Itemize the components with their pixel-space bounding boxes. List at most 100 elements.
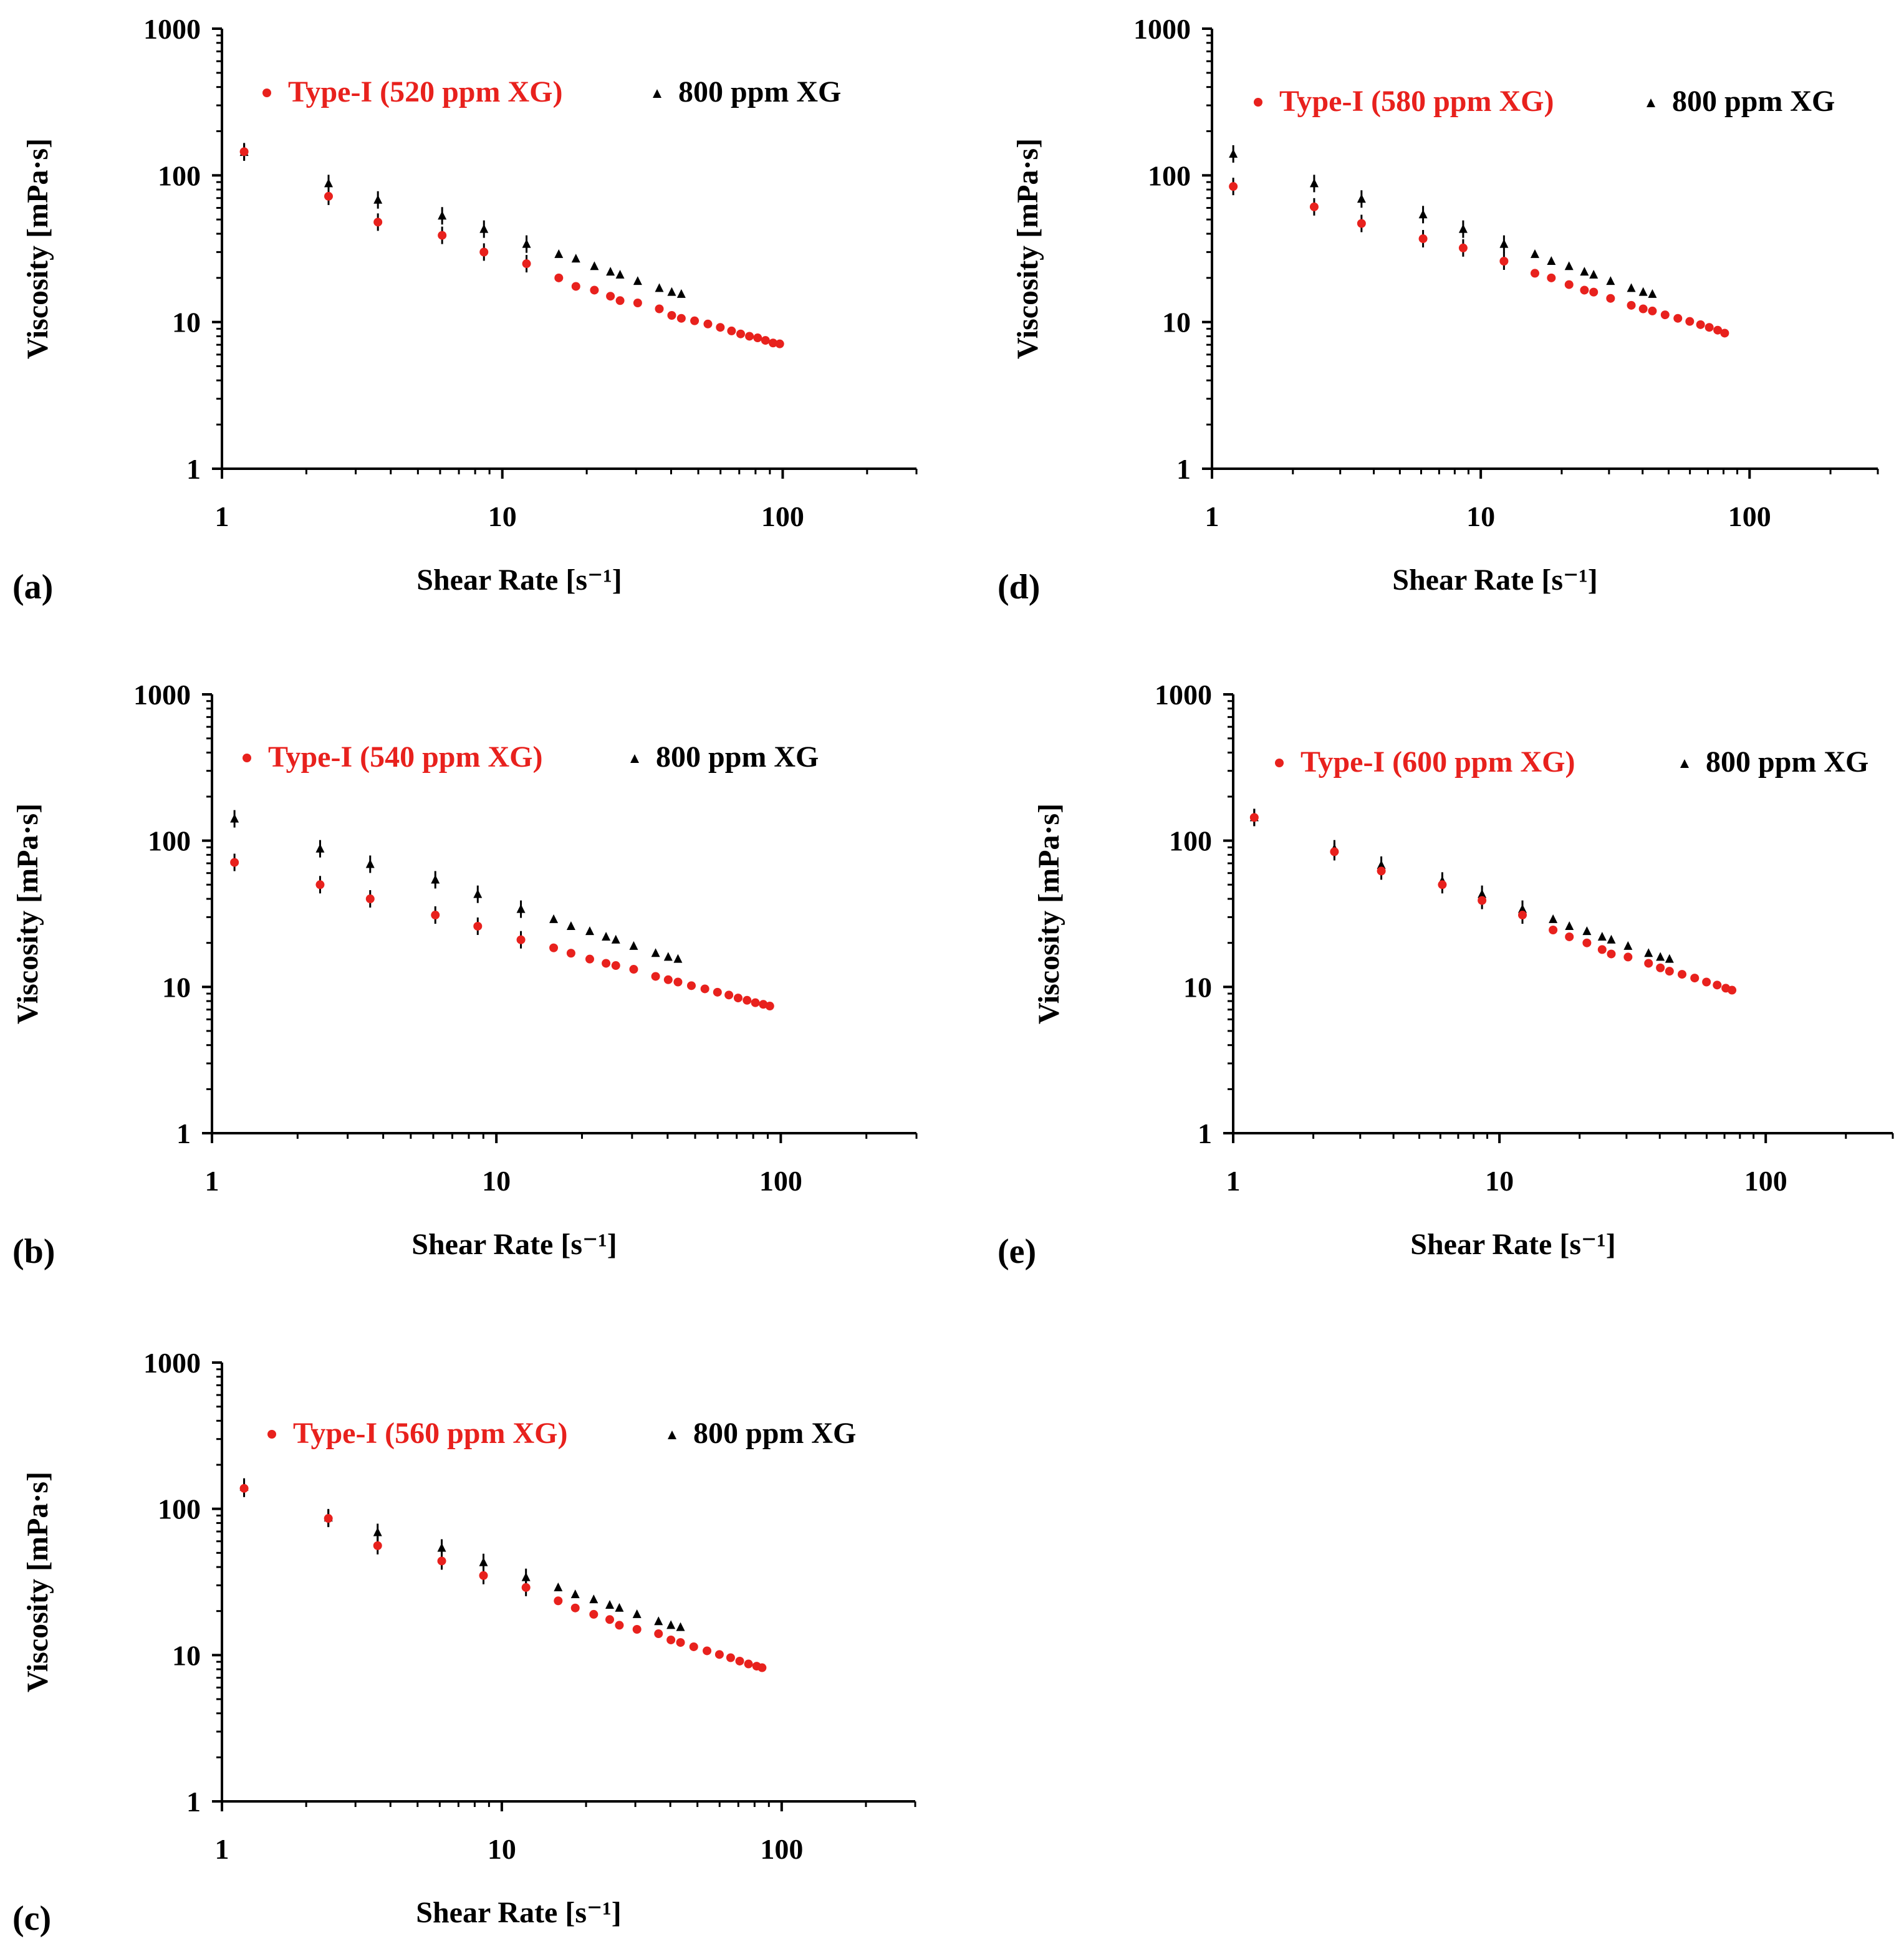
- reference-point: [516, 904, 526, 913]
- type1-point: [745, 332, 754, 341]
- reference-point: [365, 859, 375, 868]
- legend: Type-I (600 ppm XG) 800 ppm XG: [1275, 745, 1868, 779]
- type1-point: [438, 231, 447, 240]
- x-axis-title: Shear Rate [s⁻¹]: [416, 1896, 621, 1929]
- panels: 1 10 100 1000 1 10 100 Shear Rate [s⁻¹] Viscosit…: [11, 13, 1894, 1938]
- type1-point: [373, 218, 383, 227]
- chart-panel-c: 1 10 100 1000 1 10 100 Shear Rate [s⁻¹] Viscosit…: [12, 1347, 916, 1938]
- reference-point: [1499, 239, 1509, 248]
- type1-point: [1249, 813, 1259, 822]
- type1-point: [1607, 949, 1616, 959]
- legend-label-type1: Type-I (540 ppm XG): [268, 740, 542, 774]
- y-tick-label: 1: [186, 1786, 201, 1818]
- reference-point: [566, 921, 575, 930]
- reference-point: [654, 1616, 663, 1626]
- reference-series: [1229, 145, 1657, 298]
- type1-point: [606, 292, 615, 301]
- reference-point: [1582, 926, 1592, 936]
- type1-point: [365, 894, 375, 904]
- type1-point: [615, 1621, 624, 1630]
- type1-point: [735, 1656, 744, 1665]
- type1-point: [1565, 932, 1574, 941]
- legend-label-reference: 800 ppm XG: [1706, 745, 1868, 779]
- reference-point: [522, 239, 531, 248]
- y-tick-label: 1000: [133, 679, 191, 711]
- type1-point: [727, 326, 736, 335]
- reference-point: [1564, 261, 1574, 271]
- x-tick-label: 100: [759, 1165, 802, 1197]
- type1-point: [1589, 287, 1599, 297]
- reference-point: [667, 287, 676, 296]
- reference-point: [1607, 934, 1616, 944]
- reference-point: [1357, 194, 1366, 203]
- reference-point: [1644, 948, 1653, 957]
- reference-point: [570, 1589, 580, 1598]
- reference-point: [633, 276, 642, 285]
- chart-panel-e: 1 10 100 1000 1 10 100 Shear Rate [s⁻¹] Viscosit…: [998, 679, 1894, 1271]
- panel-label: (e): [998, 1232, 1036, 1271]
- panel-label: (c): [12, 1899, 51, 1938]
- x-tick-label: 10: [482, 1165, 511, 1197]
- y-tick-label: 100: [1148, 160, 1191, 191]
- type1-point: [1696, 320, 1705, 329]
- y-tick-label: 1: [176, 1118, 191, 1149]
- type1-point: [1580, 285, 1589, 295]
- type1-point: [1564, 280, 1574, 289]
- y-tick-label: 10: [172, 307, 201, 338]
- type1-series: [1249, 808, 1737, 995]
- type1-point: [663, 975, 673, 984]
- y-tick-label: 100: [158, 1493, 201, 1525]
- type1-point: [751, 998, 760, 1007]
- reference-point: [1458, 224, 1468, 233]
- reference-point: [676, 1622, 685, 1631]
- type1-point: [667, 311, 676, 320]
- type1-point: [1357, 219, 1366, 228]
- reference-point: [1309, 178, 1319, 188]
- y-tick-label: 10: [1162, 307, 1191, 338]
- reference-point: [615, 269, 625, 279]
- type1-point: [516, 935, 526, 944]
- type1-point: [1627, 300, 1636, 310]
- x-tick-label: 1: [1205, 501, 1219, 532]
- reference-point: [571, 254, 580, 263]
- legend-marker-reference: [630, 754, 639, 763]
- type1-series: [239, 1479, 767, 1672]
- reference-point: [431, 875, 440, 884]
- type1-point: [1713, 980, 1722, 990]
- type1-point: [689, 1642, 698, 1651]
- type1-point: [479, 1571, 488, 1580]
- x-tick-label: 100: [761, 501, 804, 532]
- legend-marker-type1: [1275, 759, 1284, 767]
- legend: Type-I (560 ppm XG) 800 ppm XG: [267, 1417, 856, 1450]
- panel-label: (b): [12, 1232, 55, 1271]
- x-axis-title: Shear Rate [s⁻¹]: [416, 563, 622, 597]
- type1-point: [757, 1663, 767, 1672]
- type1-point: [602, 959, 611, 968]
- y-tick-label: 1000: [143, 13, 201, 45]
- type1-point: [554, 1596, 563, 1606]
- type1-point: [1720, 328, 1729, 338]
- reference-point: [590, 261, 599, 271]
- reference-point: [606, 267, 615, 276]
- type1-series: [1229, 178, 1729, 338]
- type1-point: [1638, 304, 1648, 314]
- type1-point: [1665, 967, 1674, 976]
- panel-label: (d): [998, 568, 1040, 606]
- x-tick-label: 1: [215, 1833, 229, 1865]
- type1-point: [611, 961, 620, 970]
- type1-point: [1530, 269, 1539, 278]
- x-axis-title: Shear Rate [s⁻¹]: [1392, 563, 1597, 597]
- type1-point: [324, 1514, 333, 1523]
- reference-point: [1565, 921, 1574, 930]
- type1-point: [736, 329, 745, 338]
- reference-point: [1648, 289, 1657, 298]
- type1-point: [1229, 182, 1238, 191]
- reference-point: [1229, 148, 1238, 158]
- reference-point: [1597, 931, 1607, 941]
- y-tick-label: 1000: [1155, 679, 1212, 711]
- y-axis-title: Viscosity [mPa·s]: [1011, 138, 1044, 359]
- type1-point: [1648, 306, 1657, 315]
- reference-point: [554, 249, 564, 258]
- reference-point: [479, 224, 489, 233]
